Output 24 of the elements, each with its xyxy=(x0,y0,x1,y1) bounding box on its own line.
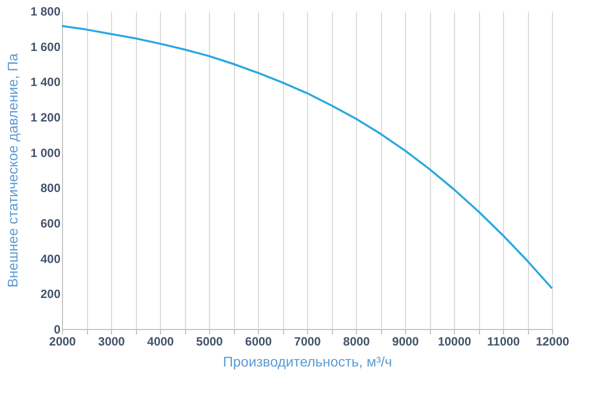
y-tick-label: 600 xyxy=(40,216,61,230)
x-tick-label: 9000 xyxy=(392,334,420,348)
y-tick-label: 1 600 xyxy=(30,40,61,54)
y-axis-title: Внешнее статическое давление, Па xyxy=(4,53,20,288)
x-tick-label: 11000 xyxy=(487,334,520,348)
y-tick-label: 400 xyxy=(40,252,61,266)
x-tick-label: 12000 xyxy=(536,334,570,348)
x-tick-label: 2000 xyxy=(49,334,76,348)
x-tick-label: 5000 xyxy=(196,334,224,348)
y-tick-label: 200 xyxy=(40,287,61,302)
x-tick-label: 8000 xyxy=(343,334,370,348)
x-tick-label: 7000 xyxy=(294,334,322,348)
line-series xyxy=(61,25,553,290)
y-tick-label: 1 200 xyxy=(30,110,61,124)
x-tick-label: 6000 xyxy=(245,334,272,348)
y-tick-label: 1 000 xyxy=(30,146,61,160)
y-tick-label: 0 xyxy=(54,322,61,336)
x-tick-label: 4000 xyxy=(147,334,174,348)
x-tick-label: 10000 xyxy=(438,334,472,348)
y-tick-label: 1 800 xyxy=(30,4,61,18)
y-tick-label: 800 xyxy=(40,181,61,196)
x-tick-label: 3000 xyxy=(98,334,126,348)
y-tick-label: 1 400 xyxy=(30,75,61,90)
x-axis-title: Производительность, м³/ч xyxy=(222,354,392,370)
